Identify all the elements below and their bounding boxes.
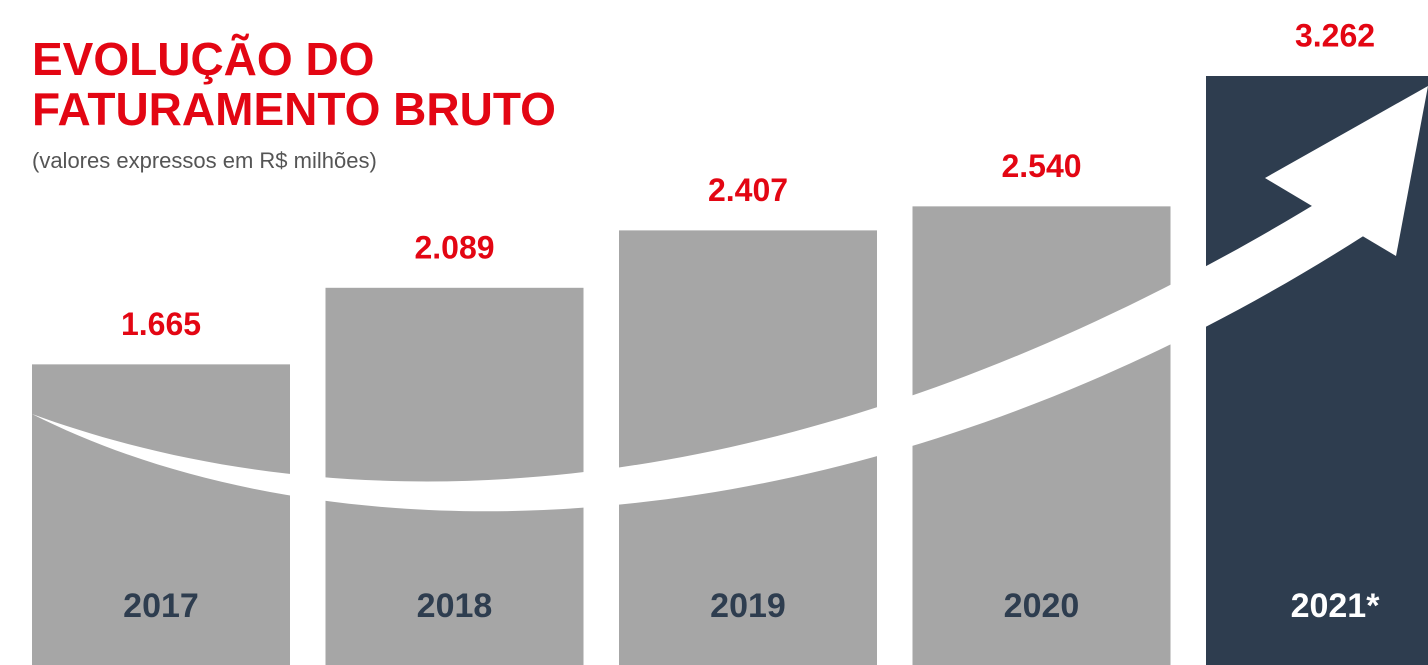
value-label: 2.089 (414, 229, 494, 265)
value-label: 2.407 (708, 172, 788, 208)
category-label: 2021* (1291, 587, 1381, 625)
chart-title: EVOLUÇÃO DO FATURAMENTO BRUTO (32, 33, 556, 135)
bar (912, 206, 1171, 665)
value-label: 1.665 (121, 306, 201, 342)
value-label: 2.540 (1001, 148, 1081, 184)
bars (32, 76, 1428, 665)
growth-arrow-head (1265, 86, 1428, 256)
labels: 1.665 2017 2.089 2018 2.407 2019 2.540 2020 3.26… (121, 17, 1380, 625)
growth-arrow-body (32, 195, 1365, 512)
chart-subtitle: (valores expressos em R$ milhões) (32, 148, 377, 173)
bar (325, 287, 584, 665)
category-label: 2017 (123, 587, 199, 625)
category-label: 2020 (1004, 587, 1080, 625)
category-label: 2019 (710, 587, 786, 625)
value-label: 3.262 (1295, 17, 1375, 53)
bar (32, 364, 290, 665)
category-label: 2018 (417, 587, 493, 625)
